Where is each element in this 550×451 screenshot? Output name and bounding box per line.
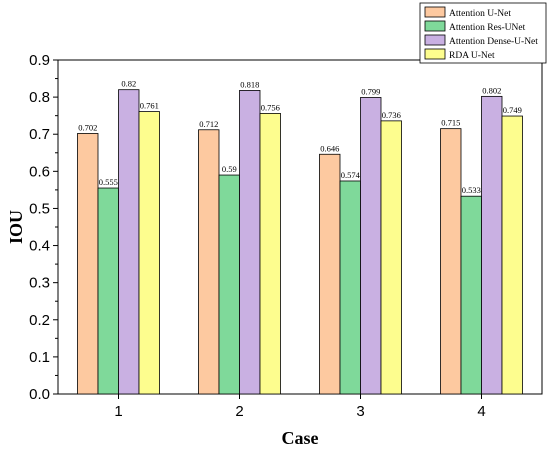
bar [77, 133, 99, 395]
bar [339, 180, 361, 395]
data-label: 0.761 [140, 101, 159, 111]
bar [380, 120, 402, 395]
bar [501, 115, 523, 395]
bar [138, 111, 160, 395]
y-tick-label: 0.1 [29, 349, 50, 366]
data-label: 0.574 [341, 170, 361, 180]
y-tick-label: 0.9 [29, 52, 50, 69]
data-label: 0.533 [462, 185, 481, 195]
data-label: 0.799 [361, 86, 380, 96]
bar [319, 153, 341, 395]
x-tick-label: 4 [477, 403, 485, 420]
legend-label: Attention Dense-U-Net [449, 37, 538, 47]
legend-label: Attention Res-UNet [449, 23, 526, 33]
y-tick-label: 0.2 [29, 312, 50, 329]
bar [440, 128, 462, 395]
legend-swatch [424, 34, 446, 46]
data-label: 0.756 [261, 102, 280, 112]
bar [360, 97, 382, 395]
y-tick-label: 0.5 [29, 200, 50, 217]
legend-swatch [424, 6, 446, 18]
y-axis-title: IOU [6, 210, 26, 244]
bar [218, 174, 240, 395]
x-axis-title: Case [282, 428, 319, 448]
y-tick-label: 0.7 [29, 126, 50, 143]
data-label: 0.82 [121, 79, 136, 89]
data-label: 0.712 [199, 119, 218, 129]
data-label: 0.715 [441, 118, 460, 128]
x-tick-label: 3 [356, 403, 364, 420]
data-label: 0.736 [382, 110, 401, 120]
y-tick-label: 0.6 [29, 163, 50, 180]
bar [460, 195, 482, 395]
x-tick-label: 2 [235, 403, 243, 420]
data-label: 0.59 [222, 164, 237, 174]
legend-swatch [424, 48, 446, 60]
legend-swatch [424, 20, 446, 32]
bar [239, 90, 261, 395]
legend-label: Attention U-Net [449, 9, 511, 19]
bar [118, 89, 140, 395]
data-label: 0.802 [482, 85, 501, 95]
data-label: 0.555 [99, 177, 118, 187]
data-label: 0.702 [78, 122, 97, 132]
data-label: 0.646 [320, 143, 339, 153]
y-tick-label: 0.3 [29, 275, 50, 292]
data-label: 0.818 [240, 79, 259, 89]
y-tick-label: 0.0 [29, 386, 50, 403]
x-tick-label: 1 [114, 403, 122, 420]
bar [97, 187, 119, 395]
bar [198, 129, 220, 395]
data-label: 0.749 [503, 105, 522, 115]
y-tick-label: 0.8 [29, 89, 50, 106]
bar [481, 95, 503, 395]
y-tick-label: 0.4 [29, 238, 50, 255]
legend-label: RDA U-Net [449, 51, 495, 61]
bar [259, 113, 281, 395]
